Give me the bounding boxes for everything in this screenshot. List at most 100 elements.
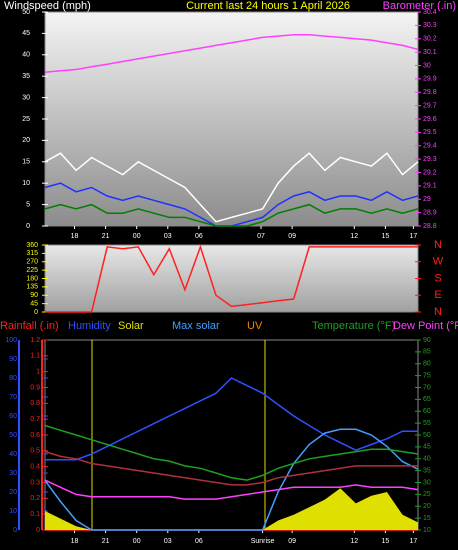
x-tick-label: 00 [133, 538, 141, 545]
x-tick-label: 09 [288, 233, 296, 240]
line [44, 424, 419, 481]
y-tick-label: 30 [22, 94, 30, 101]
x-tick-label: 21 [102, 233, 110, 240]
y3-tick-label: 0.7 [30, 416, 40, 423]
legend-label: Humidity [68, 320, 111, 332]
y2-tick-label: 28.9 [423, 209, 437, 216]
x-tick-label: 17 [409, 538, 417, 545]
y-tick-label: 225 [26, 267, 38, 274]
legend-label: Dew Point (°F) [393, 320, 458, 332]
y2-tick-label: 90 [423, 337, 431, 344]
x-tick-label: 17 [409, 233, 417, 240]
y2-tick-label: W [433, 256, 444, 268]
y3-tick-label: 0.5 [30, 448, 40, 455]
y2-tick-label: 28.8 [423, 223, 437, 230]
y-tick-label: 0 [13, 527, 17, 534]
y2-tick-label: 60 [423, 408, 431, 415]
x-tick-label: 15 [381, 538, 389, 545]
y-tick-label: 5 [26, 201, 30, 208]
y2-tick-label: 29.5 [423, 129, 437, 136]
x-tick-label: 21 [102, 538, 110, 545]
legend-uv: UV [247, 320, 263, 332]
y-tick-label: 30 [9, 470, 17, 477]
y2-tick-label: 29 [423, 196, 431, 203]
y3-tick-label: 0 [36, 527, 40, 534]
chart-layer: 0510152025303540455028.828.92929.129.229… [0, 9, 458, 545]
y2-tick-label: 30.1 [423, 49, 437, 56]
y3-tick-label: 0.8 [30, 400, 40, 407]
y-tick-label: 35 [22, 73, 30, 80]
y3-tick-label: 1.1 [30, 353, 40, 360]
y3-tick-label: 0.9 [30, 384, 40, 391]
y-tick-label: 15 [22, 159, 30, 166]
y2-tick-label: 65 [423, 396, 431, 403]
legend-label: Max solar [172, 320, 220, 332]
x-tick-label: 18 [71, 233, 79, 240]
x-tick-label: Sunrise [251, 538, 275, 545]
y2-tick-label: 30.4 [423, 9, 437, 16]
y2-tick-label: N [434, 239, 442, 251]
y3-tick-label: 0.4 [30, 464, 40, 471]
line [44, 33, 419, 73]
y2-tick-label: 30 [423, 479, 431, 486]
y-tick-label: 20 [9, 489, 17, 496]
y-tick-label: 180 [26, 275, 38, 282]
y-tick-label: 360 [26, 242, 38, 249]
y-tick-label: 0 [26, 223, 30, 230]
y-tick-label: 45 [30, 300, 38, 307]
y2-tick-label: 15 [423, 515, 431, 522]
y-tick-label: 90 [9, 356, 17, 363]
line [44, 479, 419, 500]
y-tick-label: 40 [22, 52, 30, 59]
y-tick-label: 100 [5, 337, 17, 344]
line [45, 244, 418, 313]
y-tick-label: 50 [22, 9, 30, 16]
x-tick-label: 15 [381, 233, 389, 240]
x-tick-label: 07 [257, 233, 265, 240]
y2-tick-label: 29.8 [423, 89, 437, 96]
chart-title: Current last 24 hours 1 April 2026 [186, 0, 350, 12]
y-tick-label: 50 [9, 432, 17, 439]
x-tick-label: 06 [195, 538, 203, 545]
y2-tick-label: 25 [423, 491, 431, 498]
y2-tick-label: N [434, 306, 442, 318]
y3-tick-label: 1.2 [30, 337, 40, 344]
y-tick-label: 10 [9, 508, 17, 515]
x-tick-label: 03 [164, 538, 172, 545]
y2-axis-title: Barometer (.in) [383, 0, 456, 12]
y-tick-label: 80 [9, 375, 17, 382]
y3-tick-label: 0.6 [30, 432, 40, 439]
x-tick-label: 03 [164, 233, 172, 240]
x-tick-label: 09 [288, 538, 296, 545]
x-tick-label: 18 [71, 538, 79, 545]
y2-tick-label: 75 [423, 372, 431, 379]
y-tick-label: 0 [34, 309, 38, 316]
legend-label: Rainfall (.in) [0, 320, 59, 332]
y-tick-label: 40 [9, 451, 17, 458]
y-tick-label: 60 [9, 413, 17, 420]
y2-tick-label: 29.2 [423, 169, 437, 176]
y2-tick-label: E [434, 289, 441, 301]
y-axis-title: Windspeed (mph) [4, 0, 91, 12]
legend-label: Temperature (°F) [312, 320, 395, 332]
y2-tick-label: 20 [423, 503, 431, 510]
y2-tick-label: 29.7 [423, 102, 437, 109]
y2-tick-label: 35 [423, 467, 431, 474]
y2-tick-label: 85 [423, 349, 431, 356]
legend-label: Solar [118, 320, 144, 332]
y2-tick-label: 70 [423, 384, 431, 391]
y-tick-label: 20 [22, 137, 30, 144]
y2-tick-label: 80 [423, 361, 431, 368]
line [45, 377, 418, 461]
plot-area [44, 11, 419, 227]
y-tick-label: 25 [22, 116, 30, 123]
area [45, 488, 418, 530]
y3-tick-label: 0.1 [30, 511, 40, 518]
y-tick-label: 10 [22, 180, 30, 187]
y-tick-label: 315 [26, 250, 38, 257]
y3-tick-label: 0.2 [30, 495, 40, 502]
line [44, 450, 418, 486]
x-tick-label: 00 [133, 233, 141, 240]
line [44, 152, 419, 223]
